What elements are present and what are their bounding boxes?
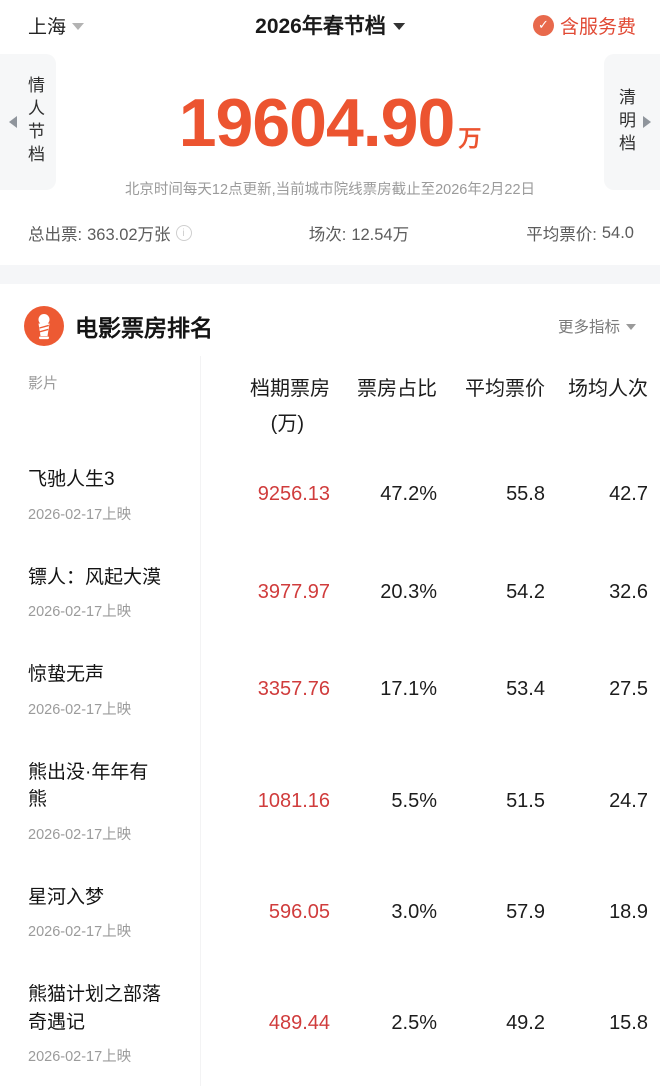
more-metrics-button[interactable]: 更多指标 (558, 315, 636, 337)
stat-tickets: 总出票: 363.02万张 i (28, 221, 192, 245)
stat-shows: 场次: 12.54万 (309, 221, 409, 245)
avg-price-value: 49.2 (506, 1012, 545, 1035)
avg-attendance-value: 42.7 (609, 483, 648, 506)
total-boxoffice-value: 19604.90 (178, 85, 456, 161)
stat-shows-value: 12.54万 (351, 226, 410, 244)
service-fee-label: 含服务费 (559, 16, 636, 38)
prev-schedule-tab[interactable]: 情人节档 (0, 54, 56, 190)
arrow-right-icon (643, 116, 651, 128)
col-share: 票房占比 (357, 378, 437, 400)
info-icon[interactable]: i (175, 225, 192, 241)
table-row[interactable]: 镖人：风起大漠 2026-02-17上映 3977.97 20.3% 54.2 … (28, 544, 660, 642)
city-selector[interactable]: 上海 (28, 12, 85, 39)
share-value: 20.3% (380, 580, 437, 603)
chevron-down-icon (626, 324, 636, 330)
release-date: 2026-02-17上映 (28, 826, 132, 843)
movie-cell: 飞驰人生3 2026-02-17上映 (28, 466, 172, 524)
next-schedule-label: 清明档 (616, 87, 635, 157)
boxoffice-value: 3977.97 (257, 580, 330, 603)
stat-avg-price-value: 54.0 (601, 223, 634, 242)
check-icon: ✓ (532, 14, 554, 36)
share-value: 3.0% (391, 901, 437, 923)
movie-title: 熊出没·年年有熊 (28, 761, 149, 811)
movie-title: 星河入梦 (28, 886, 105, 908)
table-row[interactable]: 熊猫计划之部落奇遇记 2026-02-17上映 489.44 2.5% 49.2… (28, 961, 660, 1086)
release-date: 2026-02-17上映 (28, 701, 132, 718)
movie-cell: 镖人：风起大漠 2026-02-17上映 (28, 564, 172, 622)
next-schedule-tab[interactable]: 清明档 (604, 54, 660, 190)
col-avg-attendance: 场均人次 (568, 378, 648, 400)
boxoffice-value: 596.05 (268, 901, 330, 923)
movie-cell: 熊猫计划之部落奇遇记 2026-02-17上映 (28, 981, 172, 1066)
stats-row: 总出票: 363.02万张 i 场次: 12.54万 平均票价: 54.0 (0, 221, 660, 245)
avg-attendance-value: 24.7 (609, 789, 648, 812)
service-fee-toggle[interactable]: ✓ 含服务费 (532, 12, 636, 39)
city-label: 上海 (28, 16, 67, 38)
share-value: 17.1% (380, 678, 437, 701)
chevron-down-icon (72, 22, 85, 30)
boxoffice-value: 9256.13 (257, 483, 330, 506)
avg-price-value: 55.8 (506, 483, 545, 506)
movie-cell: 惊蛰无声 2026-02-17上映 (28, 661, 172, 719)
stat-tickets-label: 总出票: (28, 226, 83, 244)
table-header-row: 影片 档期票房 (万) 票房占比 平均票价 场均人次 (28, 356, 660, 446)
prev-schedule-label: 情人节档 (25, 76, 44, 168)
stat-avg-price-label: 平均票价: (526, 226, 597, 244)
boxoffice-value: 1081.16 (257, 789, 330, 812)
share-value: 5.5% (391, 789, 437, 812)
section-divider (0, 265, 660, 284)
avg-price-value: 53.4 (506, 678, 545, 701)
avg-attendance-value: 27.5 (609, 678, 648, 701)
total-boxoffice-unit: 万 (458, 125, 482, 151)
trophy-icon (24, 306, 64, 346)
boxoffice-value: 489.44 (268, 1012, 330, 1035)
col-boxoffice-unit: (万) (270, 413, 304, 435)
arrow-left-icon (9, 116, 17, 128)
col-boxoffice: 档期票房 (万) (172, 372, 330, 436)
top-bar: 上海 2026年春节档 ✓ 含服务费 (0, 0, 660, 50)
ranking-header: 电影票房排名 更多指标 (0, 284, 660, 356)
avg-price-value: 54.2 (506, 580, 545, 603)
release-date: 2026-02-17上映 (28, 1049, 132, 1066)
ranking-table: 影片 档期票房 (万) 票房占比 平均票价 场均人次 飞驰人生3 2026-02… (0, 356, 660, 1086)
table-row[interactable]: 飞驰人生3 2026-02-17上映 9256.13 47.2% 55.8 42… (28, 446, 660, 544)
avg-attendance-value: 32.6 (609, 580, 648, 603)
movie-cell: 星河入梦 2026-02-17上映 (28, 884, 172, 942)
chevron-down-icon (392, 22, 405, 30)
avg-attendance-value: 15.8 (609, 1012, 648, 1035)
table-row[interactable]: 惊蛰无声 2026-02-17上映 3357.76 17.1% 53.4 27.… (28, 641, 660, 739)
movie-title: 熊猫计划之部落奇遇记 (28, 984, 162, 1033)
ranking-title: 电影票房排名 (75, 315, 213, 341)
release-date: 2026-02-17上映 (28, 604, 132, 621)
stat-shows-label: 场次: (308, 226, 347, 244)
release-date: 2026-02-17上映 (28, 506, 132, 523)
release-date: 2026-02-17上映 (28, 924, 132, 941)
avg-price-value: 51.5 (506, 789, 545, 812)
col-movie: 影片 (28, 375, 59, 392)
avg-attendance-value: 18.9 (609, 901, 648, 923)
more-metrics-label: 更多指标 (557, 319, 620, 336)
movie-title: 镖人：风起大漠 (28, 566, 162, 588)
stat-avg-price: 平均票价: 54.0 (526, 221, 634, 245)
col-avg-price: 平均票价 (465, 378, 545, 400)
movie-title: 飞驰人生3 (28, 469, 115, 490)
hero-section: 情人节档 清明档 19604.90 万 北京时间每天12点更新,当前城市院线票房截… (0, 50, 660, 199)
update-note: 北京时间每天12点更新,当前城市院线票房截止至2026年2月22日 (124, 182, 536, 198)
share-value: 47.2% (380, 483, 437, 506)
stat-tickets-value: 363.02万张 (87, 226, 171, 244)
schedule-selector[interactable]: 2026年春节档 (255, 10, 405, 40)
avg-price-value: 57.9 (506, 901, 545, 923)
schedule-label: 2026年春节档 (255, 15, 386, 38)
total-boxoffice: 19604.90 万 (0, 84, 660, 162)
movie-title: 惊蛰无声 (28, 664, 105, 686)
table-row[interactable]: 熊出没·年年有熊 2026-02-17上映 1081.16 5.5% 51.5 … (28, 739, 660, 864)
boxoffice-value: 3357.76 (257, 678, 330, 701)
share-value: 2.5% (391, 1012, 437, 1035)
table-row[interactable]: 星河入梦 2026-02-17上映 596.05 3.0% 57.9 18.9 (28, 864, 660, 962)
movie-cell: 熊出没·年年有熊 2026-02-17上映 (28, 759, 172, 844)
